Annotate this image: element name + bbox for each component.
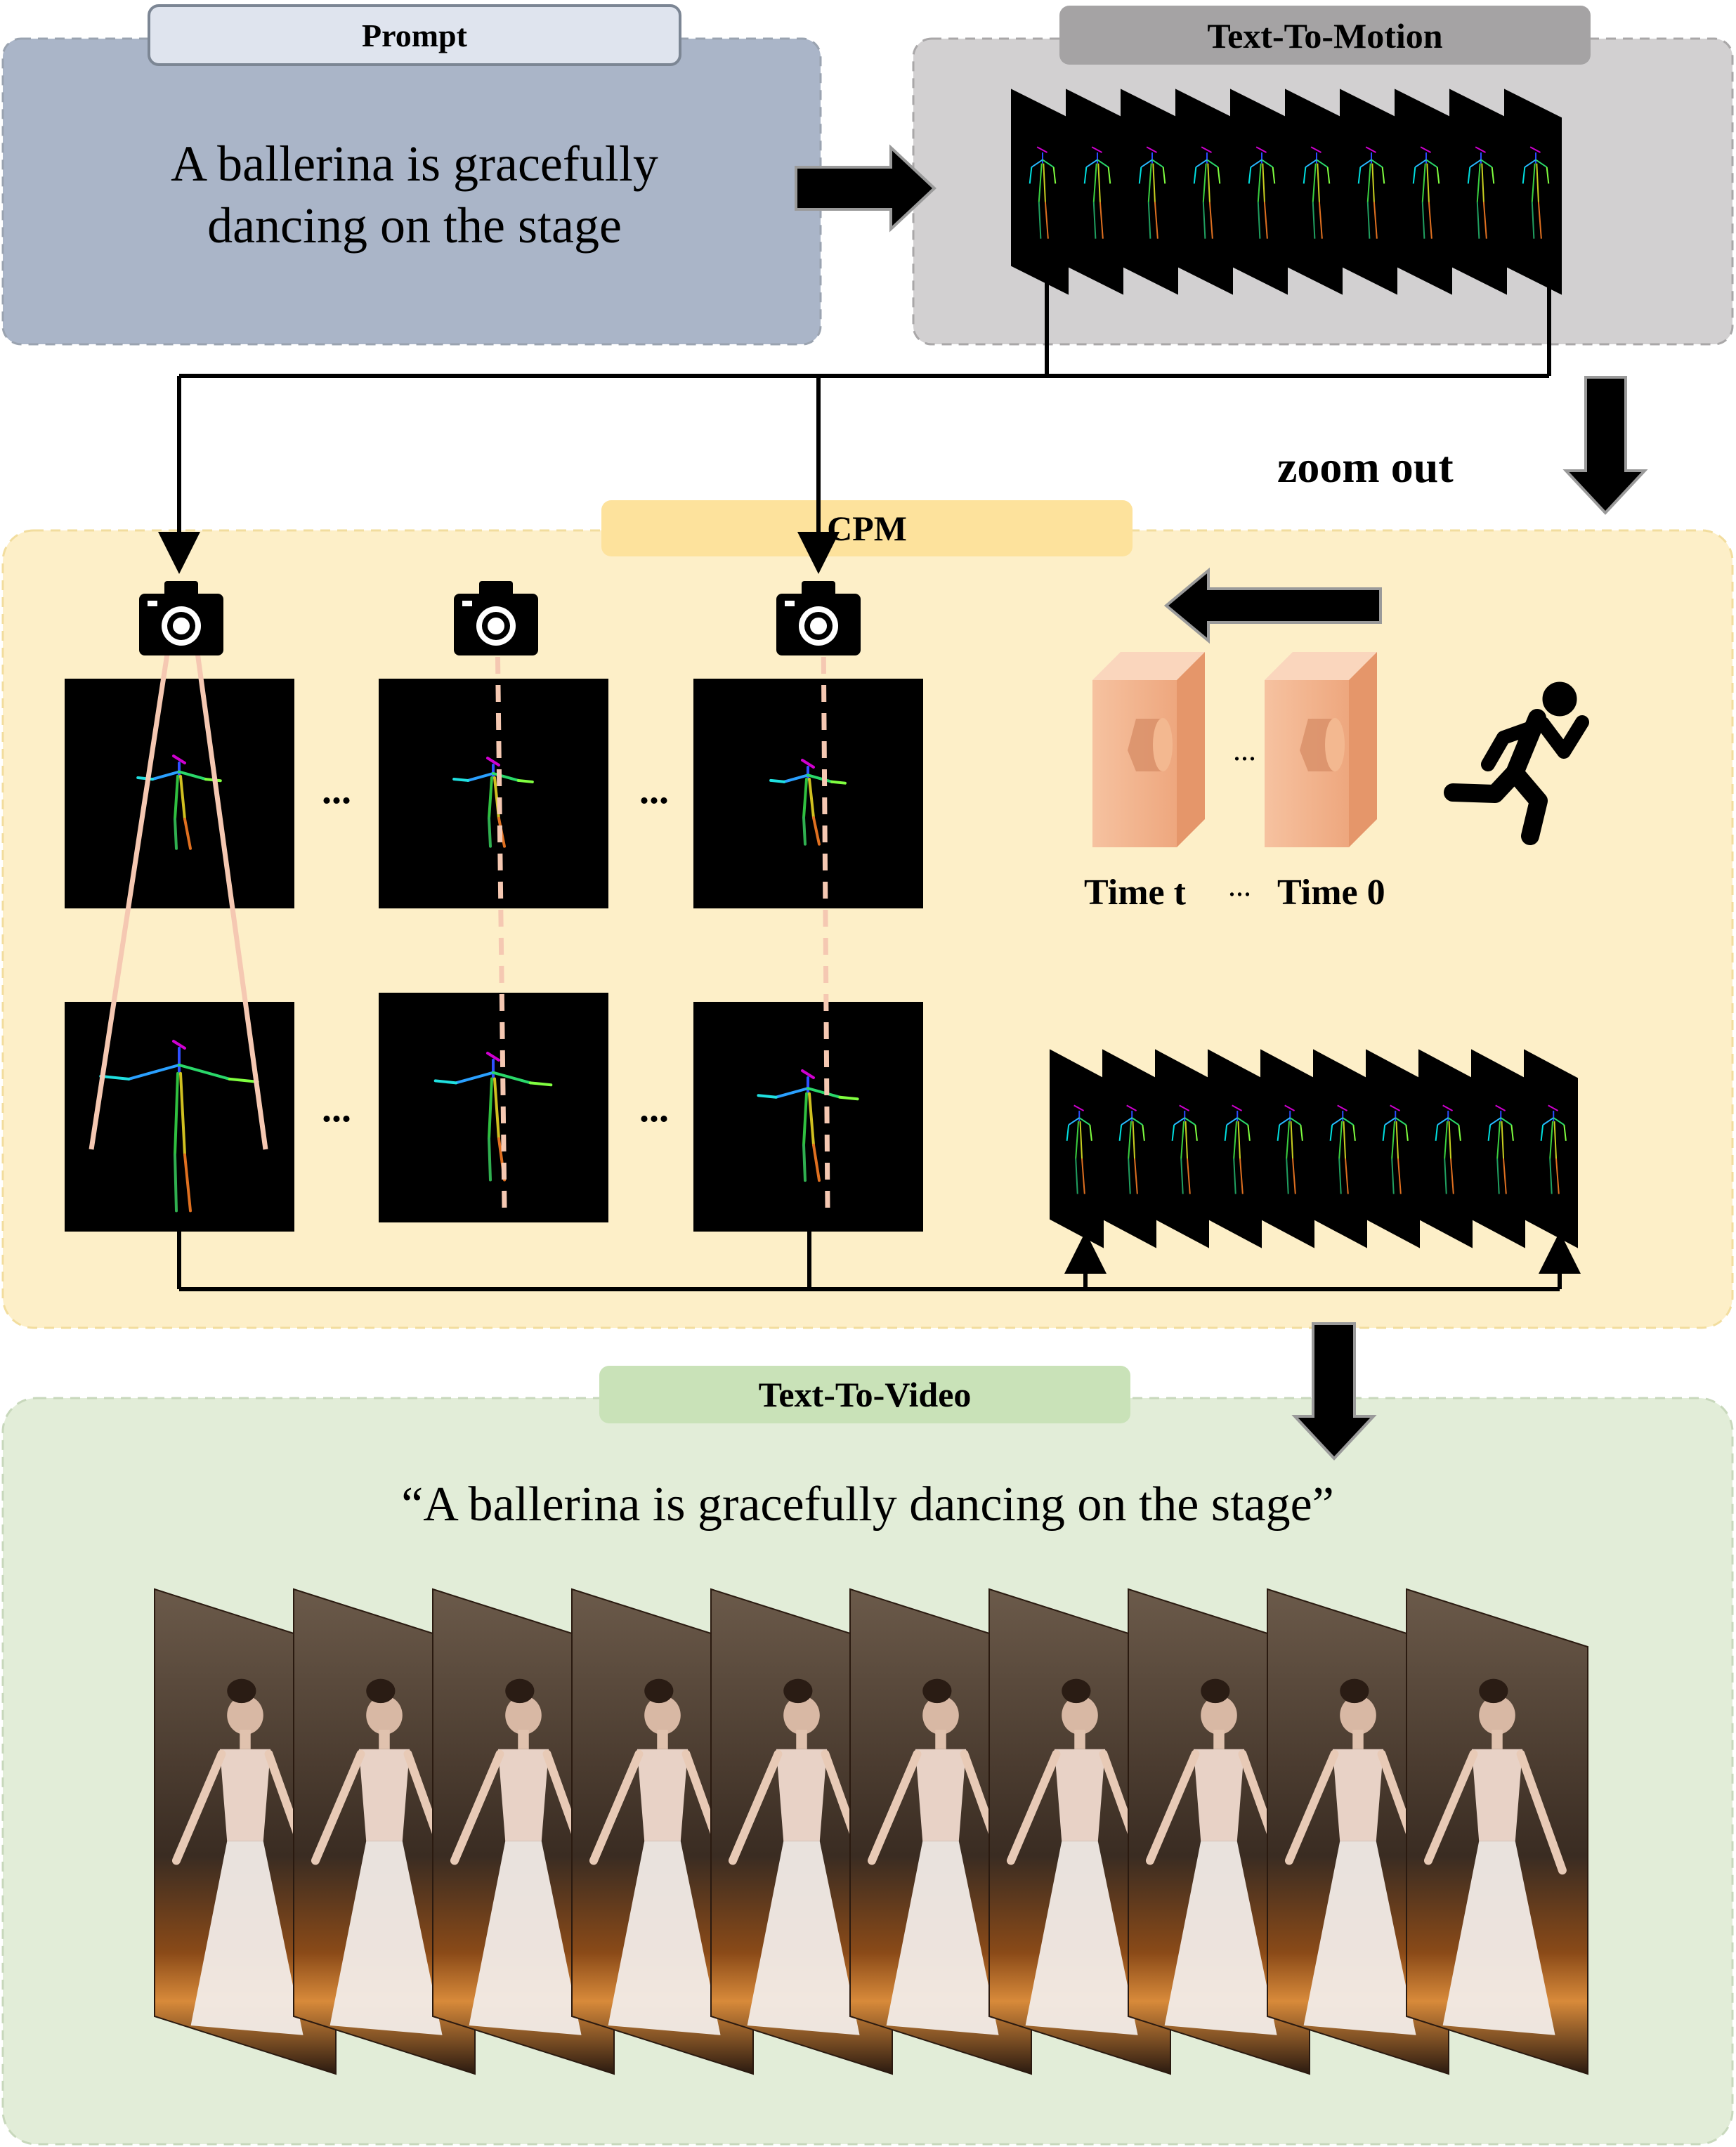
camera-icon [139, 581, 223, 655]
arrow-icon [1291, 1322, 1377, 1461]
motion-title: Text-To-Motion [1207, 16, 1443, 56]
camera-icon [454, 581, 538, 655]
arrow-icon [1163, 567, 1382, 644]
camera-box-icon [1092, 652, 1205, 847]
skeleton-grid [65, 679, 923, 1232]
pose-skeleton [757, 1069, 859, 1182]
stack-frame [1175, 89, 1233, 295]
stack-frame [1102, 1049, 1156, 1248]
stack-frame [1524, 1049, 1578, 1248]
stack-frame [988, 1588, 1171, 2075]
stack-frame [1285, 89, 1343, 295]
motion-tab [1059, 6, 1591, 65]
stack-frame [849, 1588, 1032, 2075]
ellipsis: ... [639, 769, 669, 812]
stack-frame [1050, 1049, 1104, 1248]
projection-lines [89, 621, 830, 1209]
prompt-text-line-1: A ballerina is gracefully [171, 136, 658, 192]
pose-skeleton [452, 757, 534, 848]
stack-frame [1121, 89, 1178, 295]
stack-frame [1267, 1588, 1449, 2075]
pose-frame [65, 679, 294, 908]
cpm-frame-stack [1050, 1049, 1578, 1248]
prompt-text-line-2: dancing on the stage [207, 197, 622, 254]
stack-frame [1504, 89, 1562, 295]
stack-frame [1260, 1049, 1314, 1248]
ellipsis: ... [322, 1087, 351, 1130]
stack-frame [1471, 1049, 1525, 1248]
pose-skeleton [136, 755, 222, 850]
camera-icon [776, 581, 861, 655]
stack-frame [154, 1588, 337, 2075]
cpm-tab [601, 500, 1133, 556]
stack-frame [1155, 1049, 1209, 1248]
pose-frame [65, 1002, 294, 1232]
pose-skeleton [769, 759, 847, 846]
stack-frame [1449, 89, 1507, 295]
pose-skeletons [99, 755, 859, 1213]
stack-frame [1011, 89, 1069, 295]
pose-skeleton [99, 1040, 259, 1213]
stack-frame [1340, 89, 1397, 295]
stack-frame [432, 1588, 615, 2075]
prompt-tab [148, 4, 681, 66]
video-title: Text-To-Video [758, 1375, 972, 1414]
video-caption: “A ballerina is gracefully dancing on th… [401, 1477, 1334, 1532]
time-ellipsis-label: ... [1228, 868, 1251, 903]
stack-frame [1395, 89, 1452, 295]
time-t-label: Time t [1084, 873, 1186, 913]
camera-box-icon [1265, 652, 1377, 847]
cpm-title: CPM [827, 509, 907, 548]
camera-row [139, 581, 861, 655]
pose-frame [693, 1002, 923, 1232]
stack-frame [1313, 1049, 1367, 1248]
video-tab [599, 1366, 1130, 1423]
ellipsis: ... [322, 769, 351, 812]
pose-frame [379, 679, 608, 908]
stack-frame [1066, 89, 1123, 295]
zoom-out-label: zoom out [1277, 442, 1454, 492]
running-person-icon [1444, 681, 1589, 845]
arrow-icon [795, 144, 936, 233]
ellipsis: ... [1233, 733, 1256, 767]
pose-frame [379, 993, 608, 1222]
arrow-icon [1562, 376, 1648, 515]
stack-frame [1406, 1588, 1588, 2075]
stack-frame [293, 1588, 476, 2075]
motion-frame-stack [1011, 89, 1562, 295]
pose-skeleton [433, 1052, 553, 1182]
stack-frame [571, 1588, 754, 2075]
time-0-label: Time 0 [1277, 873, 1385, 913]
pose-frame [693, 679, 923, 908]
stack-frame [710, 1588, 893, 2075]
prompt-title: Prompt [362, 18, 467, 53]
ellipsis: ... [639, 1087, 669, 1130]
stack-frame [1230, 89, 1288, 295]
video-frame-stack [154, 1588, 1588, 2075]
stack-frame [1208, 1049, 1262, 1248]
stack-frame [1418, 1049, 1473, 1248]
stack-frame [1128, 1588, 1310, 2075]
stack-frame [1366, 1049, 1420, 1248]
connector-lines [158, 274, 1581, 1291]
